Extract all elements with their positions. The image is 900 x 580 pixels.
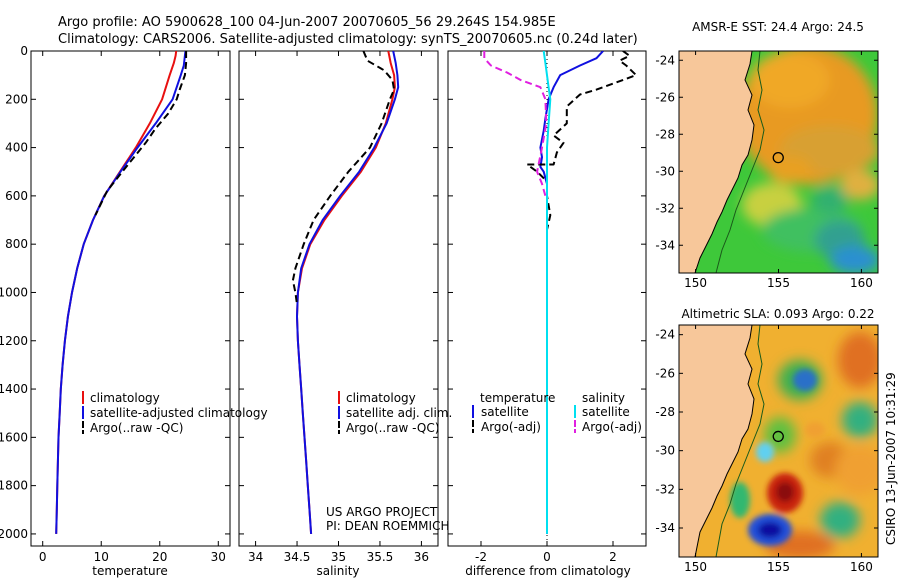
series-argo-raw-qc bbox=[291, 51, 396, 305]
legend-label-temp-argo: Argo(-adj) bbox=[481, 420, 541, 434]
y-tick-label: -26 bbox=[655, 366, 675, 380]
sla-map-title: Altimetric SLA: 0.093 Argo: 0.22 bbox=[681, 307, 874, 321]
difference-legend: temperature salinity satellite Argo(-adj… bbox=[472, 391, 642, 434]
sst-map-axes: 150 155 160 -24 -26 -28 -30 -32 -34 bbox=[655, 51, 878, 290]
legend-label-argo: Argo(..raw -QC) bbox=[346, 421, 439, 435]
y-tick-label: -34 bbox=[655, 238, 675, 252]
sst-isobath bbox=[715, 51, 765, 273]
legend-label-temp-satellite: satellite bbox=[481, 405, 529, 419]
y-tick-label: -28 bbox=[655, 127, 675, 141]
sst-map-title: AMSR-E SST: 24.4 Argo: 24.5 bbox=[692, 20, 864, 34]
series-satellite-adjusted-climatology bbox=[55, 51, 187, 534]
legend-label-sal-satellite: satellite bbox=[582, 405, 630, 419]
sst-map bbox=[679, 51, 878, 273]
y-tick-label: 600 bbox=[5, 189, 28, 203]
temperature-plot: 0 10 20 30 0 200 400 600 800 1000 1200 1400 1600 1800… bbox=[0, 44, 230, 564]
legend-label-satellite: satellite adj. clim. bbox=[346, 406, 452, 420]
credit-line2: PI: DEAN ROEMMICH bbox=[326, 519, 449, 533]
y-tick-label: -24 bbox=[655, 328, 675, 342]
temperature-legend: climatology satellite-adjusted climatolo… bbox=[82, 391, 268, 435]
temperature-plot-frame bbox=[30, 50, 231, 547]
y-tick-label: 1800 bbox=[0, 479, 28, 493]
sla-map-axes: 150 155 160 -24 -26 -28 -30 -32 -34 bbox=[655, 325, 878, 574]
y-tick-label: -24 bbox=[655, 53, 675, 67]
y-tick-label: -28 bbox=[655, 405, 675, 419]
y-tick-label: -30 bbox=[655, 444, 675, 458]
x-tick-label: 155 bbox=[767, 560, 790, 574]
x-tick-label: -2 bbox=[475, 550, 487, 564]
x-tick-label: 10 bbox=[94, 550, 109, 564]
x-tick-label: 150 bbox=[684, 560, 707, 574]
x-tick-label: 34 bbox=[248, 550, 263, 564]
y-tick-label: 800 bbox=[5, 237, 28, 251]
y-tick-label: 1600 bbox=[0, 430, 28, 444]
y-tick-label: 1400 bbox=[0, 382, 28, 396]
x-tick-label: 160 bbox=[850, 276, 873, 290]
salinity-xlabel: salinity bbox=[316, 564, 359, 578]
x-tick-label: 35.5 bbox=[367, 550, 394, 564]
timestamp-label: CSIRO 13-Jun-2007 10:31:29 bbox=[884, 372, 898, 545]
x-tick-label: 155 bbox=[767, 276, 790, 290]
legend-title-temperature: temperature bbox=[480, 391, 555, 405]
series-climatology bbox=[296, 51, 396, 534]
y-tick-label: 2000 bbox=[0, 527, 28, 541]
credit-line1: US ARGO PROJECT bbox=[326, 505, 438, 519]
legend-title-salinity: salinity bbox=[582, 391, 625, 405]
difference-xlabel: difference from climatology bbox=[465, 564, 631, 578]
sst-coastline bbox=[679, 51, 755, 273]
sla-coastline bbox=[679, 325, 755, 557]
y-tick-label: -26 bbox=[655, 90, 675, 104]
y-tick-label: -32 bbox=[655, 482, 675, 496]
x-tick-label: 160 bbox=[850, 560, 873, 574]
x-tick-label: 34.5 bbox=[284, 550, 311, 564]
legend-label-climatology: climatology bbox=[346, 391, 416, 405]
salinity-plot-frame bbox=[238, 50, 439, 547]
figure-title-line2: Climatology: CARS2006. Satellite-adjuste… bbox=[58, 32, 638, 47]
series-temperature-satellite bbox=[539, 51, 604, 534]
y-tick-label: 0 bbox=[20, 44, 28, 58]
y-tick-label: -32 bbox=[655, 201, 675, 215]
series-argo-raw-qc bbox=[94, 51, 188, 216]
legend-label-sal-argo: Argo(-adj) bbox=[582, 420, 642, 434]
series-satellite-adj-clim bbox=[296, 51, 400, 534]
series-climatology bbox=[55, 51, 178, 534]
series-salinity-satellite bbox=[542, 51, 552, 534]
y-tick-label: 1000 bbox=[0, 285, 28, 299]
legend-label-argo: Argo(..raw -QC) bbox=[90, 421, 183, 435]
sla-isobath bbox=[715, 325, 765, 557]
figure-title-line1: Argo profile: AO 5900628_100 04-Jun-2007… bbox=[58, 15, 556, 30]
series-temperature-argo-adj bbox=[526, 51, 638, 262]
x-tick-label: 35 bbox=[331, 550, 346, 564]
y-tick-label: 1200 bbox=[0, 334, 28, 348]
x-tick-label: 0 bbox=[543, 550, 551, 564]
temperature-xlabel: temperature bbox=[92, 564, 167, 578]
profile-location-marker bbox=[772, 430, 784, 443]
salinity-legend: climatology satellite adj. clim. Argo(..… bbox=[338, 391, 452, 435]
x-tick-label: 36 bbox=[414, 550, 429, 564]
legend-label-satellite: satellite-adjusted climatology bbox=[90, 406, 268, 420]
y-tick-label: -30 bbox=[655, 164, 675, 178]
x-tick-label: 2 bbox=[609, 550, 617, 564]
sla-map bbox=[679, 325, 878, 557]
y-tick-label: 400 bbox=[5, 141, 28, 155]
legend-label-climatology: climatology bbox=[90, 391, 160, 405]
x-tick-label: 30 bbox=[211, 550, 226, 564]
x-tick-label: 150 bbox=[684, 276, 707, 290]
profile-location-marker bbox=[772, 151, 784, 164]
y-tick-label: -34 bbox=[655, 521, 675, 535]
salinity-plot: 34 34.5 35 35.5 36 bbox=[239, 50, 438, 564]
x-tick-label: 20 bbox=[152, 550, 167, 564]
y-tick-label: 200 bbox=[5, 92, 28, 106]
series-salinity-argo-adj bbox=[483, 51, 548, 197]
x-tick-label: 0 bbox=[39, 550, 47, 564]
difference-plot: -2 0 2 bbox=[448, 50, 646, 564]
